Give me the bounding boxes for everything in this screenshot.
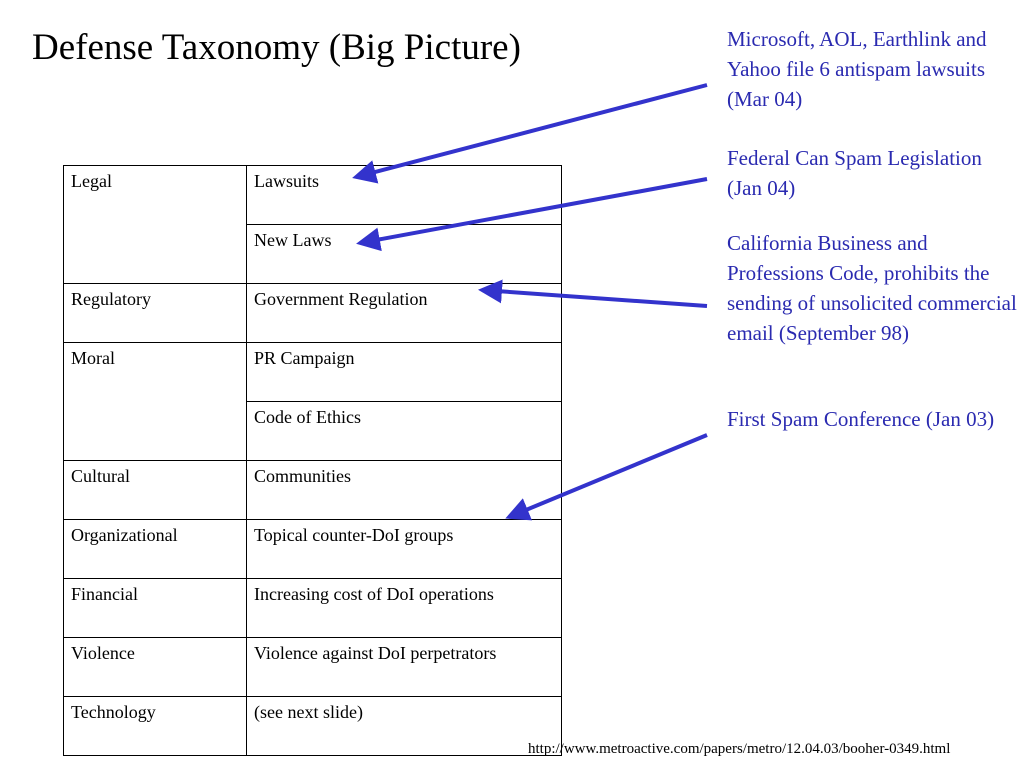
- annotation-california-code: California Business and Professions Code…: [727, 231, 1017, 345]
- arrow-to-new-laws: [356, 177, 708, 252]
- item-cell: PR Campaign: [246, 342, 562, 402]
- item-cell: (see next slide): [246, 696, 562, 756]
- category-cell: Moral: [63, 342, 247, 461]
- table-row: Violence Violence against DoI perpetrato…: [63, 637, 562, 697]
- category-cell: Cultural: [63, 460, 247, 520]
- annotation-can-spam: Federal Can Spam Legislation (Jan 04): [727, 146, 982, 200]
- arrow-to-counter-doi-groups: [505, 433, 708, 521]
- category-cell: Organizational: [63, 519, 247, 579]
- category-cell: Financial: [63, 578, 247, 638]
- arrow-to-lawsuits: [352, 83, 708, 184]
- category-cell: Violence: [63, 637, 247, 697]
- table-row: Technology (see next slide): [63, 696, 562, 756]
- slide-title: Defense Taxonomy (Big Picture): [32, 27, 521, 68]
- item-cell: Topical counter-DoI groups: [246, 519, 562, 579]
- arrow-to-government-regulation: [478, 279, 708, 308]
- taxonomy-table: Legal Lawsuits New Laws Regulatory Gover…: [63, 165, 562, 756]
- item-cell: Violence against DoI perpetrators: [246, 637, 562, 697]
- table-row: Code of Ethics: [64, 401, 562, 461]
- annotation-spam-conference: First Spam Conference (Jan 03): [727, 407, 995, 431]
- table-row: Moral PR Campaign: [63, 342, 562, 461]
- source-url[interactable]: http://www.metroactive.com/papers/metro/…: [528, 741, 951, 757]
- category-cell: Technology: [63, 696, 247, 756]
- annotation-lawsuits: Microsoft, AOL, Earthlink and Yahoo file…: [727, 27, 987, 111]
- table-row: Organizational Topical counter-DoI group…: [63, 519, 562, 579]
- item-cell: Increasing cost of DoI operations: [246, 578, 562, 638]
- item-cell: Code of Ethics: [246, 401, 562, 461]
- category-cell: Legal: [63, 165, 247, 284]
- table-row: Financial Increasing cost of DoI operati…: [63, 578, 562, 638]
